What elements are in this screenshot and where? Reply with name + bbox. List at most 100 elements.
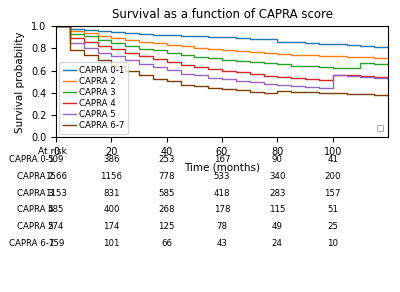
Text: 340: 340 <box>269 172 286 180</box>
CAPRA 4 <box>220 69 224 72</box>
CAPRA 4 <box>109 48 114 51</box>
CAPRA 5 <box>150 65 155 68</box>
CAPRA 6-7 <box>316 91 321 95</box>
CAPRA 5 <box>344 74 349 78</box>
CAPRA 5 <box>68 41 72 44</box>
CAPRA 4 <box>150 57 155 60</box>
Text: 10: 10 <box>327 239 338 248</box>
CAPRA 0-1 <box>289 41 294 44</box>
Text: 174: 174 <box>103 223 120 231</box>
Text: 1153: 1153 <box>45 189 67 197</box>
Text: 253: 253 <box>158 155 175 164</box>
Text: 78: 78 <box>216 223 228 231</box>
Text: CAPRA 2: CAPRA 2 <box>17 172 54 180</box>
CAPRA 2 <box>164 43 169 46</box>
Text: 200: 200 <box>324 172 341 180</box>
CAPRA 2 <box>109 36 114 40</box>
Legend: CAPRA 0-1, CAPRA 2, CAPRA 3, CAPRA 4, CAPRA 5, CAPRA 6-7: CAPRA 0-1, CAPRA 2, CAPRA 3, CAPRA 4, CA… <box>60 62 128 134</box>
CAPRA 0-1 <box>303 41 308 45</box>
CAPRA 3 <box>123 44 128 48</box>
CAPRA 4 <box>164 60 169 64</box>
CAPRA 2 <box>206 47 210 51</box>
CAPRA 5 <box>303 85 308 89</box>
CAPRA 2 <box>275 52 280 55</box>
CAPRA 6-7 <box>261 91 266 94</box>
CAPRA 4 <box>192 65 197 69</box>
CAPRA 6-7 <box>68 48 72 51</box>
CAPRA 3 <box>386 62 390 66</box>
CAPRA 0-1 <box>192 34 197 38</box>
CAPRA 4 <box>386 76 390 79</box>
CAPRA 6-7 <box>220 87 224 91</box>
CAPRA 2 <box>247 50 252 54</box>
Text: 283: 283 <box>269 189 286 197</box>
Text: 43: 43 <box>216 239 228 248</box>
CAPRA 4 <box>316 78 321 82</box>
Text: 41: 41 <box>327 155 338 164</box>
CAPRA 0-1 <box>330 42 335 46</box>
Line: CAPRA 2: CAPRA 2 <box>56 26 388 58</box>
Text: 178: 178 <box>214 206 230 214</box>
Text: 1566: 1566 <box>45 172 67 180</box>
CAPRA 0-1 <box>261 38 266 41</box>
CAPRA 4 <box>289 76 294 80</box>
CAPRA 3 <box>316 65 321 69</box>
CAPRA 2 <box>220 48 224 51</box>
CAPRA 2 <box>150 41 155 45</box>
CAPRA 5 <box>164 69 169 72</box>
Text: CAPRA 5: CAPRA 5 <box>17 223 54 231</box>
CAPRA 3 <box>372 62 376 65</box>
CAPRA 6-7 <box>275 89 280 92</box>
CAPRA 3 <box>303 64 308 68</box>
CAPRA 0-1 <box>178 34 183 37</box>
Text: 125: 125 <box>158 223 175 231</box>
Text: 25: 25 <box>327 223 338 231</box>
CAPRA 0-1 <box>275 40 280 44</box>
CAPRA 3 <box>81 35 86 38</box>
Text: 157: 157 <box>324 189 341 197</box>
CAPRA 4 <box>137 55 142 58</box>
CAPRA 4 <box>68 36 72 39</box>
CAPRA 3 <box>247 60 252 64</box>
Text: 386: 386 <box>103 155 120 164</box>
CAPRA 5 <box>386 77 390 80</box>
CAPRA 2 <box>386 56 390 60</box>
CAPRA 2 <box>192 46 197 49</box>
CAPRA 6-7 <box>386 94 390 97</box>
CAPRA 2 <box>316 54 321 58</box>
CAPRA 3 <box>358 62 363 65</box>
Line: CAPRA 4: CAPRA 4 <box>56 26 388 80</box>
CAPRA 6-7 <box>358 93 363 96</box>
Text: 51: 51 <box>327 206 338 214</box>
CAPRA 5 <box>178 72 183 76</box>
CAPRA 6-7 <box>150 77 155 81</box>
CAPRA 6-7 <box>164 79 169 83</box>
Text: CAPRA 4: CAPRA 4 <box>17 206 54 214</box>
CAPRA 2 <box>234 49 238 53</box>
CAPRA 3 <box>68 32 72 36</box>
CAPRA 5 <box>123 58 128 61</box>
CAPRA 5 <box>137 62 142 66</box>
CAPRA 5 <box>54 25 58 28</box>
Line: CAPRA 6-7: CAPRA 6-7 <box>56 26 388 95</box>
CAPRA 2 <box>261 51 266 55</box>
CAPRA 3 <box>206 56 210 60</box>
CAPRA 4 <box>247 72 252 76</box>
CAPRA 0-1 <box>220 36 224 39</box>
Text: 268: 268 <box>158 206 175 214</box>
CAPRA 6-7 <box>289 90 294 93</box>
CAPRA 5 <box>192 74 197 77</box>
Text: 533: 533 <box>214 172 230 180</box>
CAPRA 6-7 <box>81 53 86 57</box>
Line: CAPRA 5: CAPRA 5 <box>56 26 388 88</box>
CAPRA 4 <box>234 71 238 74</box>
Text: 418: 418 <box>214 189 230 197</box>
CAPRA 4 <box>95 44 100 48</box>
CAPRA 4 <box>123 51 128 55</box>
Text: 585: 585 <box>158 189 175 197</box>
CAPRA 5 <box>372 76 376 79</box>
CAPRA 6-7 <box>234 89 238 92</box>
CAPRA 0-1 <box>123 32 128 35</box>
Text: 778: 778 <box>158 172 175 180</box>
CAPRA 4 <box>206 67 210 71</box>
